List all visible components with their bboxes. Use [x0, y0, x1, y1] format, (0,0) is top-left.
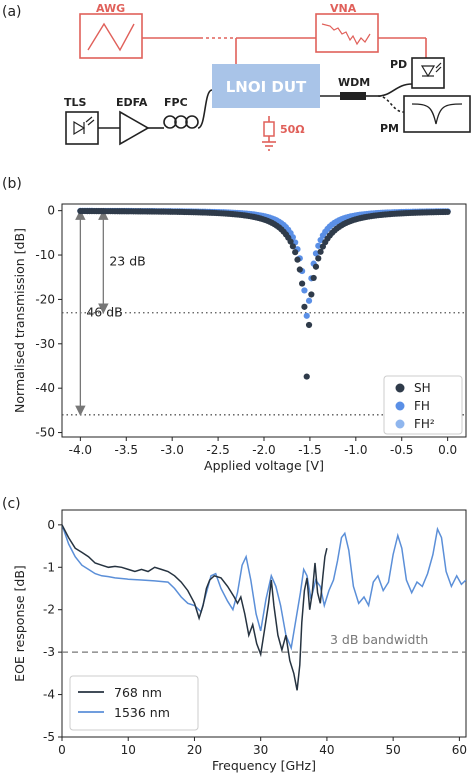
y-tick-label: -30	[35, 337, 55, 351]
data-point	[299, 280, 306, 287]
x-tick-label: 40	[319, 743, 334, 757]
legend-frame	[69, 675, 199, 731]
data-point	[315, 242, 322, 249]
x-axis-label: Frequency [GHz]	[212, 758, 316, 773]
sawtooth-icon	[87, 22, 135, 52]
y-tick-label: 0	[47, 204, 55, 218]
x-tick-label: 10	[121, 743, 136, 757]
series-sh	[77, 207, 451, 380]
pm-label: PM	[380, 122, 399, 135]
eoe-response-chart: 0 10 20 30 40 50 60 0 -1 -2 -3 -4 -5 Frequency [GHz] E…	[12, 509, 467, 773]
data-point	[310, 274, 317, 282]
x-tick-label: -2.0	[252, 443, 275, 457]
pd-label: PD	[390, 58, 407, 71]
y-tick-label: -5	[43, 730, 55, 744]
data-point	[305, 297, 313, 304]
y-tick-label: -4	[43, 688, 55, 702]
y-tick-label: -1	[43, 560, 55, 574]
series-line-768-nm	[62, 524, 328, 691]
dut-label: LNOI DUT	[226, 78, 307, 96]
x-tick-label: 30	[253, 743, 268, 757]
y-tick-label: -3	[43, 645, 55, 659]
tls-label: TLS	[64, 96, 87, 109]
x-tick-label: 60	[452, 743, 467, 757]
legend-label: 1536 nm	[114, 705, 170, 720]
y-axis-label: Normalised transmission [dB]	[12, 228, 27, 413]
x-tick-label: 0.0	[438, 443, 457, 457]
legend: 768 nm 1536 nm	[69, 675, 199, 731]
pd-box	[411, 57, 445, 89]
vna-label: VNA	[330, 2, 357, 15]
x-tick-label: 0	[58, 743, 66, 757]
data-point	[294, 256, 301, 263]
data-point	[292, 249, 299, 256]
data-point	[444, 208, 451, 216]
x-tick-label: -3.0	[160, 443, 183, 457]
wdm-icon	[340, 92, 366, 100]
y-axis-label: EOE response [dB]	[12, 565, 27, 682]
y-tick-label: -20	[35, 292, 55, 306]
y-tick-label: -50	[35, 426, 55, 440]
plot-frame	[61, 509, 467, 738]
x-tick-label: -1.5	[298, 443, 321, 457]
dip-icon	[411, 103, 463, 125]
y-tick-label: -10	[35, 248, 55, 262]
data-point	[312, 263, 320, 270]
x-tick-label: -1.0	[344, 443, 367, 457]
legend: SH FH FH²	[383, 375, 463, 435]
legend-marker	[395, 419, 405, 429]
legend-marker	[395, 383, 405, 393]
y-tick-label: 0	[47, 518, 55, 532]
data-point	[289, 243, 296, 250]
legend-label: FH²	[414, 417, 435, 431]
x-tick-label: -4.0	[69, 443, 92, 457]
y-tick-label: -2	[43, 603, 55, 617]
amplifier-icon	[119, 110, 150, 146]
data-point	[305, 321, 313, 329]
photodiode-icon	[420, 62, 442, 78]
load-label: 50Ω	[280, 123, 305, 136]
annotation-label: 46 dB	[86, 305, 122, 320]
x-tick-label: -3.5	[115, 443, 138, 457]
legend-label: 768 nm	[114, 685, 162, 700]
polarization-controller-icon	[163, 115, 199, 129]
legend-marker	[395, 401, 405, 411]
data-point	[308, 291, 315, 298]
resistor-icon	[263, 121, 275, 137]
data-point	[301, 303, 308, 310]
x-axis-label: Applied voltage [V]	[204, 458, 324, 473]
data-point	[301, 287, 308, 294]
bandwidth-label: 3 dB bandwidth	[330, 632, 428, 647]
dut-box	[212, 64, 320, 108]
schematic: (a) AWG VNA 50Ω	[2, 2, 471, 151]
data-point	[303, 373, 310, 380]
legend-label: SH	[414, 381, 431, 395]
x-tick-label: 20	[187, 743, 202, 757]
wdm-label: WDM	[338, 76, 370, 89]
transmission-chart: -4.0 -3.5 -3.0 -2.5 -2.0 -1.5 -1.0 -0.5 0.0 0 -10 -…	[12, 203, 467, 473]
x-tick-label: -0.5	[390, 443, 413, 457]
awg-label: AWG	[96, 2, 125, 15]
x-tick-label: -2.5	[206, 443, 229, 457]
annotation-label: 23 dB	[109, 254, 145, 269]
panel-label-b: (b)	[2, 176, 22, 192]
data-point	[315, 255, 322, 262]
panel-label-a: (a)	[2, 4, 22, 20]
data-point	[317, 248, 324, 255]
x-tick-label: 50	[386, 743, 401, 757]
legend-label: FH	[414, 399, 430, 413]
data-point	[303, 312, 310, 319]
edfa-label: EDFA	[116, 96, 148, 109]
panel-label-c: (c)	[2, 496, 21, 512]
laser-icon	[73, 116, 95, 136]
data-point	[296, 266, 303, 273]
spectrum-icon	[321, 23, 371, 46]
y-tick-label: -40	[35, 381, 55, 395]
fpc-label: FPC	[164, 96, 188, 109]
pm-box	[403, 95, 471, 133]
data-point	[287, 238, 294, 245]
series-line-1536-nm	[62, 524, 466, 651]
tls-box	[65, 111, 99, 145]
